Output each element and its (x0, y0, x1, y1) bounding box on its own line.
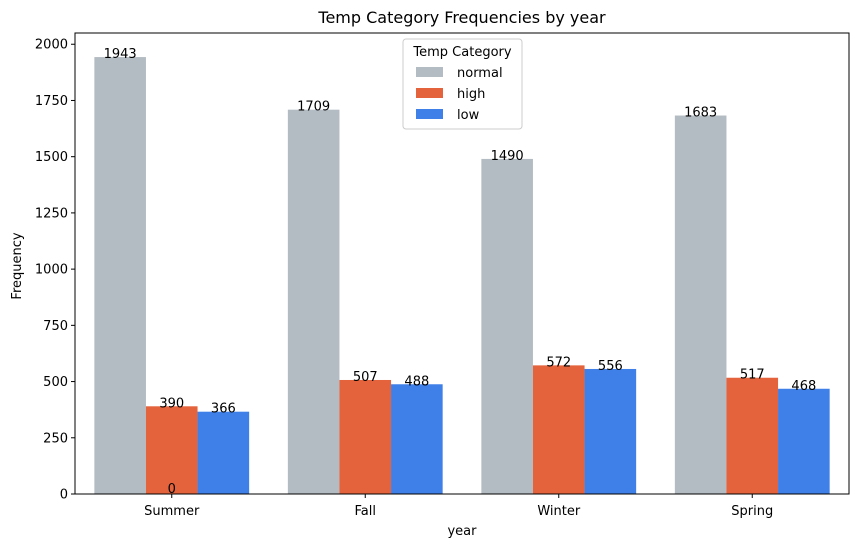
y-tick-label: 500 (43, 375, 68, 390)
legend-swatch (416, 109, 443, 119)
bar (726, 377, 779, 494)
x-axis-title: year (447, 524, 477, 539)
legend-swatch (416, 88, 443, 98)
chart-title: Temp Category Frequencies by year (317, 8, 606, 27)
bar (197, 411, 250, 494)
bar (391, 384, 443, 494)
bar-value-label: 0 (168, 482, 176, 497)
bar-value-label: 488 (404, 374, 429, 389)
bar (94, 57, 146, 494)
bar-value-label: 507 (353, 370, 378, 385)
bar (145, 406, 198, 494)
y-tick-label: 1000 (35, 263, 68, 278)
axes-frame (74, 32, 850, 495)
y-axis-title: Frequency (10, 232, 25, 299)
legend-label: high (457, 87, 485, 102)
legend-title: Temp Category (412, 45, 511, 60)
y-tick-label: 750 (43, 319, 68, 334)
x-tick-label: Spring (731, 504, 773, 519)
bar-value-label: 1683 (684, 106, 717, 121)
y-tick-label: 0 (60, 488, 68, 503)
legend: Temp Category normal high low (402, 38, 523, 130)
bar-value-label: 1709 (297, 100, 330, 115)
bar (532, 365, 585, 494)
legend-box (402, 38, 523, 130)
bar-value-label: 468 (791, 379, 816, 394)
x-tick-label: Winter (537, 504, 581, 519)
x-tick-label: Summer (144, 504, 200, 519)
bar (481, 158, 533, 494)
bar (339, 379, 392, 494)
y-tick-label: 1750 (35, 94, 68, 109)
legend-label: normal (457, 66, 503, 81)
bar-value-label: 517 (740, 368, 765, 383)
y-tick-label: 1500 (35, 150, 68, 165)
bar (778, 388, 830, 494)
bar-value-label: 1943 (104, 47, 137, 62)
legend-label: low (457, 108, 480, 123)
plot-area: 1943 390 366 1709 507 488 1490 572 556 1683 517 468… (94, 47, 830, 497)
x-tick-label: Fall (355, 504, 376, 519)
bar-value-label: 556 (598, 359, 623, 374)
y-tick-label: 1250 (35, 206, 68, 221)
y-tick-label: 2000 (35, 38, 68, 53)
bar (287, 109, 340, 495)
bar-value-label: 1490 (491, 149, 524, 164)
legend-items: normal high low (416, 66, 503, 123)
bar-value-label: 390 (159, 396, 184, 411)
y-tick-label: 250 (43, 431, 68, 446)
bar-value-label: 572 (546, 355, 571, 370)
bar (674, 115, 727, 494)
bar-value-label: 366 (211, 402, 236, 417)
legend-swatch (416, 67, 443, 77)
bar (584, 368, 637, 494)
